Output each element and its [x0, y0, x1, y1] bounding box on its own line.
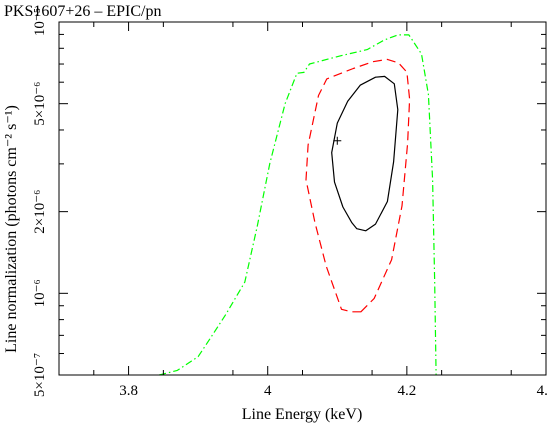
plot-frame	[58, 21, 547, 376]
chart-title: PKS1607+26 – EPIC/pn	[4, 3, 162, 20]
y-tick-label: 10⁻⁶	[32, 279, 48, 307]
y-axis-label: Line normalization (photons cm⁻² s⁻¹)	[3, 105, 20, 353]
x-tick-label: 4	[264, 383, 272, 399]
contour-99-line	[159, 34, 437, 376]
y-tick-label: 10⁻⁵	[32, 8, 48, 36]
tick-layer: 3.8 4 4.2 4.4 5×10⁻⁷ 10⁻⁶ 2×10⁻⁶ 5×10⁻⁶ 10⁻⁵	[32, 8, 548, 399]
contour-90-line	[305, 58, 411, 313]
x-tick-label: 3.8	[119, 383, 138, 399]
x-tick-label: 4.2	[397, 383, 416, 399]
x-axis-label: Line Energy (keV)	[242, 406, 363, 423]
y-tick-label: 5×10⁻⁷	[32, 353, 48, 397]
y-tick-label: 2×10⁻⁶	[32, 190, 48, 234]
x-tick-label: 4.4	[537, 383, 548, 399]
y-tick-label: 5×10⁻⁶	[32, 82, 48, 126]
contour-layer	[159, 34, 437, 376]
best-fit-marker	[333, 136, 342, 145]
contour-68-line	[331, 75, 399, 232]
